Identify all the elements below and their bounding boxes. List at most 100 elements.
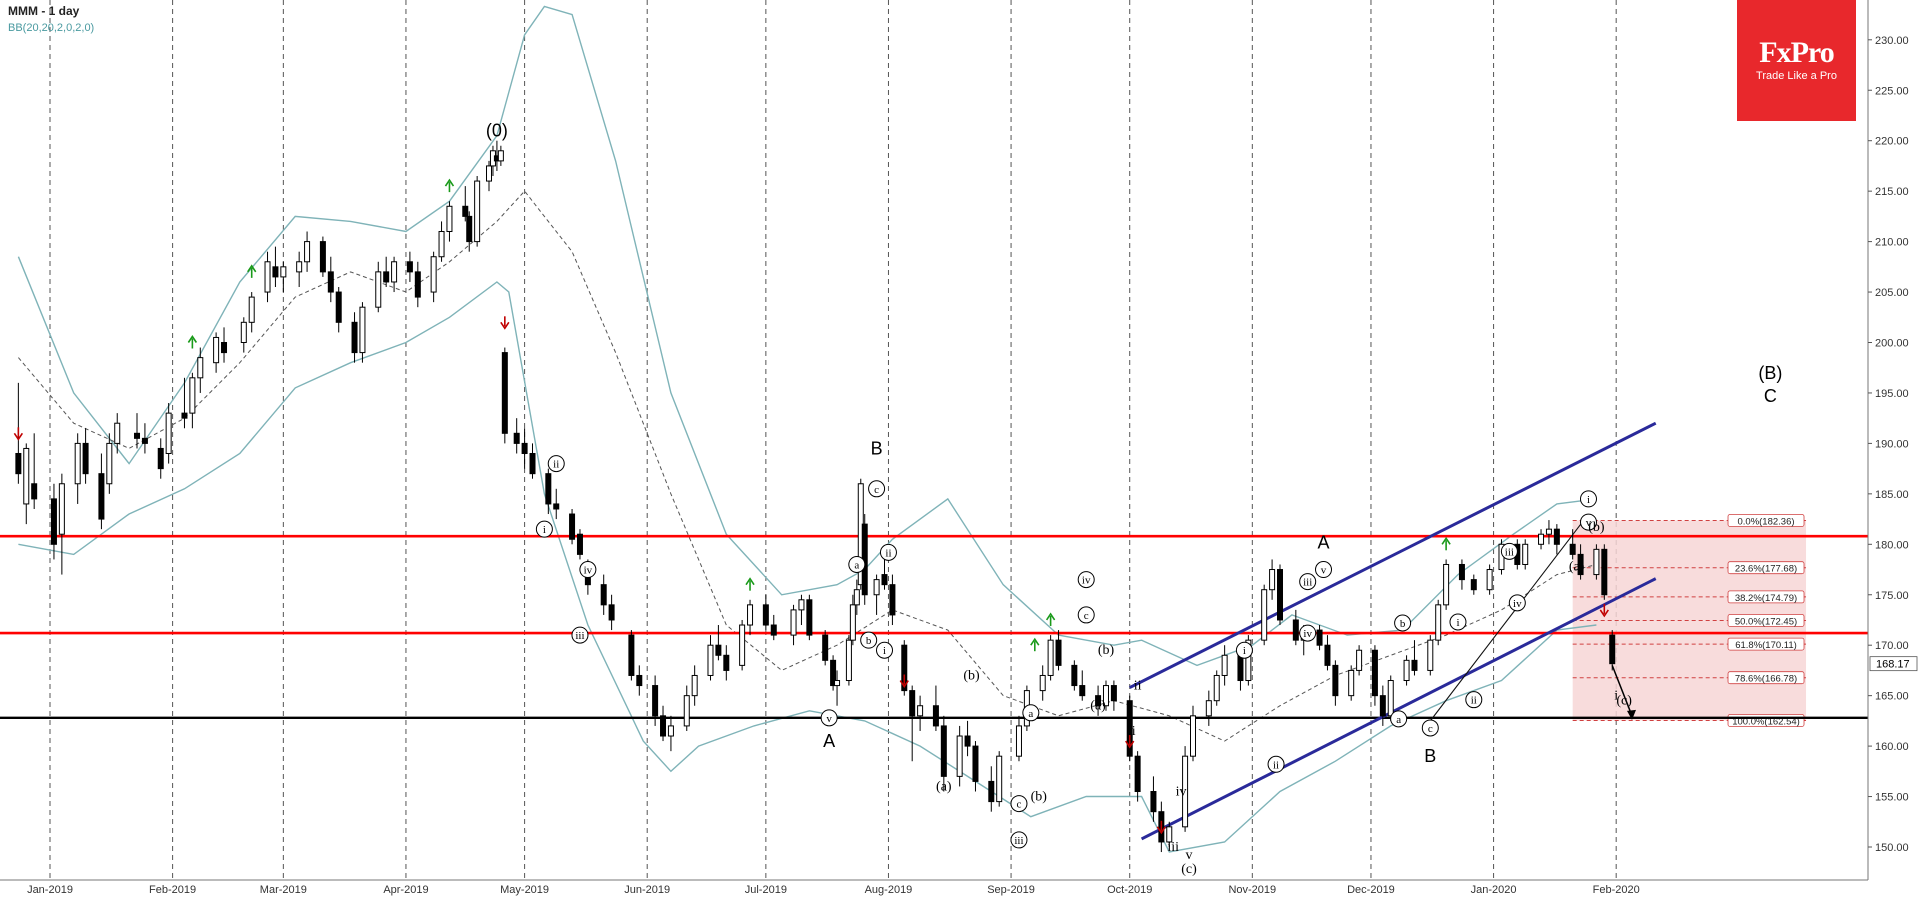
candle-body-up	[1189, 715, 1196, 757]
plot-area: 0.0%(182.36) 23.6%(177.68) 38.2%(174.79) 50…	[0, 5, 1868, 877]
bollinger-lower-band	[18, 281, 1597, 853]
sell-arrow-icon	[1156, 820, 1167, 835]
candle-body-up	[74, 442, 81, 485]
candle-body-up	[845, 639, 852, 682]
candle	[569, 508, 576, 545]
candle	[972, 741, 979, 792]
buy-arrow-icon	[187, 335, 198, 349]
wave-label: iii	[1500, 542, 1518, 560]
candle	[853, 579, 860, 615]
arrow-head	[13, 432, 24, 441]
candle-body-up	[1435, 604, 1442, 641]
wave-label-text: iii	[575, 630, 584, 642]
wave-label-text: iii	[1167, 840, 1179, 855]
wave-label-circle	[879, 543, 897, 561]
candle	[1182, 746, 1189, 832]
wave-label: i	[1132, 724, 1136, 739]
candle	[798, 594, 805, 626]
candle	[707, 635, 714, 681]
candle-body-up	[790, 609, 797, 636]
wave-label: (a)	[936, 779, 952, 794]
wave-label-circle	[868, 480, 886, 498]
wave-label-text: A	[823, 731, 835, 751]
wave-label-text: a	[1028, 708, 1033, 720]
wave-label-text: (0)	[486, 121, 508, 141]
candle	[1316, 625, 1323, 651]
x-tick-label: Jan-2020	[1471, 884, 1517, 896]
candle	[1150, 776, 1157, 822]
candle-body-down	[889, 584, 896, 616]
wave-label-text: c	[874, 484, 879, 496]
candle-body-down	[414, 271, 421, 298]
candle-body-up	[873, 579, 880, 596]
candle-body-down	[272, 266, 279, 278]
candle-body-down	[1316, 629, 1323, 646]
x-tick-label: Apr-2019	[383, 884, 428, 896]
wave-label-circle	[571, 626, 589, 644]
arrow-head	[444, 178, 455, 187]
candle-body-down	[1601, 548, 1608, 596]
candle	[1522, 539, 1529, 570]
candle-body-up	[1545, 528, 1552, 535]
candle-body-up	[58, 483, 65, 535]
wave-label-circle	[820, 709, 838, 727]
candle	[1458, 559, 1465, 590]
candle	[1427, 635, 1434, 676]
candle	[1569, 529, 1576, 560]
wave-label: i	[1235, 641, 1253, 659]
candle-body-up	[264, 261, 271, 293]
candle-body-up	[1427, 639, 1434, 671]
candle-body-up	[474, 180, 481, 243]
candle	[849, 594, 856, 646]
candle	[189, 372, 196, 429]
candle-body-down	[1055, 639, 1062, 666]
y-tick-label: 195.00	[1875, 388, 1909, 400]
wave-label-text: a	[854, 559, 859, 571]
candle-body-down	[1134, 755, 1141, 793]
candle	[1055, 630, 1062, 671]
wave-label: B	[1424, 746, 1436, 766]
wave-label-circle	[1299, 573, 1317, 591]
candle-body-up	[240, 321, 247, 344]
wave-label: (b)	[1031, 790, 1048, 805]
candle	[359, 302, 366, 363]
candle-body-up	[438, 231, 445, 258]
wave-label-text: (b)	[1098, 643, 1115, 658]
fib-label: 50.0%(172.45)	[1735, 616, 1797, 627]
wave-label-text: iii	[1014, 835, 1023, 847]
candle-body-up	[280, 266, 287, 278]
sell-arrow-icon	[1125, 735, 1135, 749]
candle	[652, 675, 659, 726]
candle	[50, 483, 57, 560]
wave-label-circle	[876, 641, 894, 659]
arrow-head	[1599, 609, 1609, 618]
y-tick-label: 205.00	[1875, 287, 1909, 299]
candle	[1221, 645, 1228, 686]
candle	[1126, 695, 1133, 762]
y-tick-label: 150.00	[1875, 842, 1909, 854]
x-tick-label: Feb-2020	[1593, 884, 1640, 896]
wave-label-text: i	[1587, 494, 1590, 506]
wave-label-text: v	[826, 713, 832, 725]
candle-body-down	[652, 685, 659, 717]
candle-body-up	[375, 271, 382, 308]
candle	[165, 403, 172, 464]
candle-body-down	[327, 271, 334, 293]
candle	[141, 423, 148, 454]
candle-body-up	[1102, 685, 1109, 707]
candle-body-up	[849, 604, 856, 641]
candle-body-down	[1411, 659, 1418, 671]
x-tick-label: Feb-2019	[149, 884, 196, 896]
candle	[1435, 599, 1442, 646]
wave-label-text: iv	[584, 565, 593, 577]
candle-body-down	[501, 352, 508, 434]
candle	[770, 614, 777, 641]
candle	[497, 145, 504, 166]
candle-body-up	[747, 604, 754, 626]
sell-arrow-icon	[500, 316, 510, 330]
candle-body-down	[50, 498, 57, 545]
fib-label: 23.6%(177.68)	[1735, 564, 1797, 575]
candle	[213, 332, 220, 373]
wave-label-text: ii	[553, 459, 559, 471]
wave-label-text: C	[1764, 386, 1777, 406]
